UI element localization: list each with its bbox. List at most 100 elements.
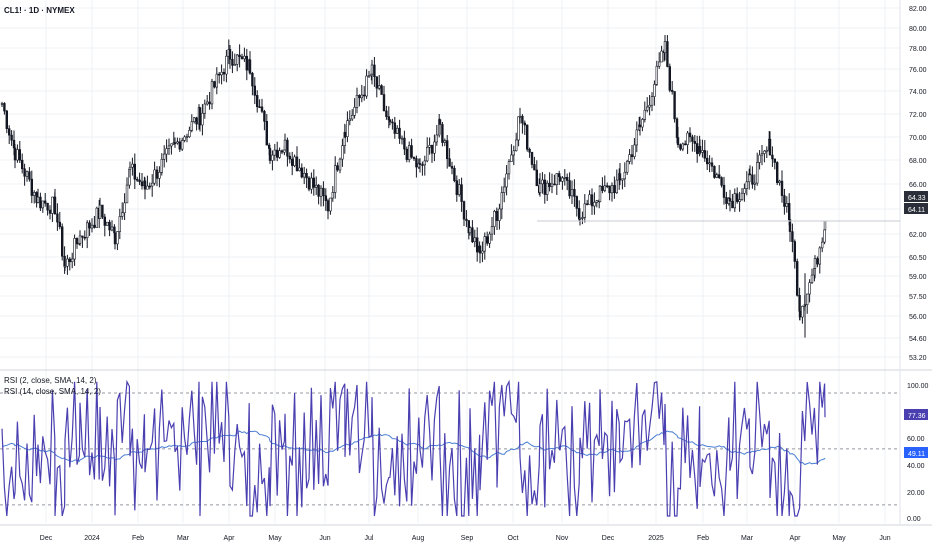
candle-body [311,178,313,189]
candle-body [351,115,353,119]
candle-body [506,174,508,187]
candle-body [466,219,468,220]
symbol-label[interactable]: CL1! · 1D · NYMEX [4,6,75,15]
candle-body [389,120,391,122]
price-tick-label: 53.20 [909,355,927,362]
candle-body [594,202,596,206]
candle-body [424,161,426,165]
candle-body [604,186,606,191]
price-tick-label: 66.00 [909,182,927,189]
candle-body [539,184,541,193]
candle-body [458,185,460,195]
candle-body [306,173,308,178]
candle-body [574,189,576,196]
candle-body [249,60,251,73]
candle-body [534,164,536,170]
candle-body [696,144,698,154]
candle-body [4,103,6,111]
candle-body [388,117,390,120]
candle-body [562,178,564,181]
time-tick-label: 2024 [84,535,100,542]
candle-body [284,150,286,152]
candle-body [422,165,424,166]
price-tick-label: 70.00 [909,135,927,142]
candle-body [824,230,826,242]
candle-body [531,152,533,164]
candle-body [354,107,356,115]
candle-body [301,168,303,177]
price-tick-label: 57.50 [909,294,927,301]
candle-body [702,150,704,152]
candle-body [664,42,666,53]
candle-body [308,178,310,189]
candle-body [359,95,361,97]
price-tick-label: 60.50 [909,255,927,262]
candle-body [629,155,631,162]
candle-body [356,95,358,107]
candle-body [181,140,183,149]
candle-body [479,246,481,253]
time-tick-label: Feb [132,535,144,542]
candle-body [499,209,501,221]
time-tick-label: May [268,535,282,542]
candle-body [729,198,731,201]
rsi-fast-legend[interactable]: RSI (2, close, SMA, 14, 2) [4,376,96,385]
rsi-tick-label: 0.00 [907,516,921,523]
time-tick-label: Oct [508,535,519,542]
time-tick-label: Apr [224,535,236,542]
candle-body [449,159,451,167]
candle-body [381,86,383,95]
candle-body [589,195,591,205]
candle-body [236,55,238,64]
candle-body [76,238,78,244]
candle-body [111,227,113,230]
rsi-slow-legend[interactable]: RSI (14, close, SMA, 14, 2) [4,387,101,396]
candle-body [667,42,669,67]
candle-body [714,166,716,177]
candle-body [524,123,526,125]
candle-body [721,178,723,186]
candle-body [223,72,225,74]
time-tick-label: Dec [602,535,615,542]
candle-body [656,66,658,84]
candle-body [186,137,188,138]
candle-body [766,150,768,151]
grid-lines [0,0,932,525]
candle-body [330,198,332,211]
candle-body [503,187,505,193]
candle-body [94,225,96,227]
candle-body [680,145,682,149]
candle-body [709,163,711,164]
candle-body [606,186,608,187]
candle-body [79,236,81,243]
candle-body [779,181,781,183]
candle-body [486,237,488,244]
time-tick-label: Aug [412,535,425,542]
price-tick-label: 78.00 [909,46,927,53]
candle-body [649,105,651,107]
candle-body [378,86,380,89]
candle-body [491,227,493,234]
candle-body [241,57,243,59]
candle-body [529,149,531,152]
candle-body [168,146,170,149]
candle-body [736,194,738,202]
candle-body [332,192,334,198]
candle-body [799,295,801,311]
candle-body [296,157,298,171]
candle-body [363,95,365,96]
candle-body [234,64,236,65]
candle-body [416,159,418,167]
candle-body [303,173,305,177]
candle-body [399,128,401,138]
candle-body [179,142,181,149]
candle-body [221,72,223,75]
candle-body [536,170,538,186]
price-tick-label: 82.00 [909,6,927,13]
candle-body [454,168,456,180]
price-tick-label: 68.00 [909,158,927,165]
candle-body [461,185,463,202]
candle-body [117,232,119,244]
candle-body [634,145,636,157]
